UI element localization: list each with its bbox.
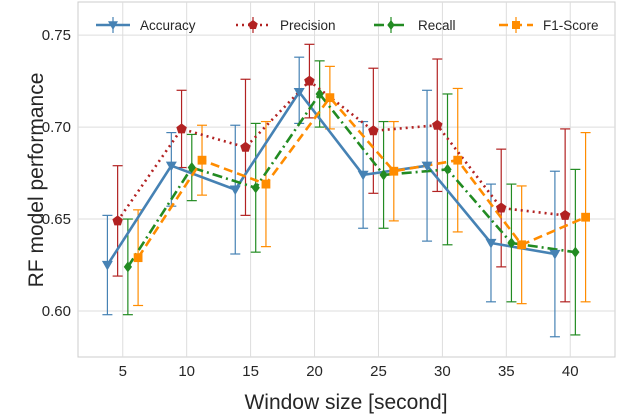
x-tick-label: 35 <box>498 363 515 380</box>
recall-point <box>443 163 452 175</box>
x-tick-label: 40 <box>562 363 579 380</box>
accuracy-point <box>549 249 561 260</box>
series-lines <box>106 79 587 268</box>
grid <box>78 2 615 357</box>
y-tick-label: 0.75 <box>42 27 71 44</box>
x-tick-label: 10 <box>178 363 195 380</box>
y-tick-label: 0.60 <box>42 303 71 320</box>
accuracy-point <box>485 238 497 249</box>
accuracy-point <box>165 161 177 172</box>
y-tick-label: 0.65 <box>42 211 71 228</box>
precision-point <box>559 209 571 220</box>
f1-score-point <box>581 212 590 222</box>
x-tick-label: 30 <box>434 363 451 380</box>
legend-marker-precision <box>248 20 258 30</box>
f1-score-point <box>261 179 271 189</box>
precision-point <box>368 125 379 136</box>
precision-point <box>240 141 251 152</box>
f1-score-point <box>453 155 463 165</box>
legend-marker-f1-score <box>512 21 520 29</box>
f1-score-point <box>517 240 527 250</box>
legend-label: F1-Score <box>543 18 599 33</box>
precision-point <box>495 202 507 213</box>
legend-item-accuracy: Accuracy <box>96 17 196 33</box>
legend-item-f1-score: F1-Score <box>499 17 599 33</box>
f1-score-point <box>197 155 207 165</box>
precision-point <box>304 75 315 86</box>
plot-area <box>77 1 616 358</box>
recall-line <box>126 92 576 268</box>
x-tick-label: 5 <box>119 363 127 380</box>
legend: Accuracy Precision Recall F1-Score <box>96 17 599 33</box>
precision-point <box>112 215 123 226</box>
legend-label: Precision <box>280 18 336 33</box>
recall-point <box>571 246 580 258</box>
accuracy-line <box>106 90 556 266</box>
accuracy-point <box>421 161 433 172</box>
legend-label: Accuracy <box>140 18 196 33</box>
legend-marker-recall <box>387 20 395 30</box>
legend-item-precision: Precision <box>236 17 336 33</box>
f1-score-point <box>133 253 143 263</box>
accuracy-point <box>229 185 241 196</box>
recall-point <box>187 162 196 174</box>
x-tick-label: 15 <box>242 363 259 380</box>
recall-point <box>379 169 388 181</box>
x-tick-label: 20 <box>306 363 323 380</box>
y-tick-label: 0.70 <box>42 119 71 136</box>
accuracy-point <box>293 88 305 98</box>
recall-point <box>123 261 132 273</box>
precision-point <box>432 119 443 130</box>
x-axis-title: Window size [second] <box>244 391 447 414</box>
accuracy-point <box>101 260 113 271</box>
legend-marker-accuracy <box>108 21 118 30</box>
f1-score-point <box>325 93 335 103</box>
recall-point <box>251 182 260 194</box>
f1-score-point <box>389 166 399 176</box>
x-tick-label: 25 <box>370 363 387 380</box>
recall-point <box>507 237 516 249</box>
recall-point <box>315 88 324 100</box>
tick-labels: 5 10 15 20 25 30 35 40 0.60 0.65 0.70 0.75 <box>42 27 579 380</box>
y-axis-title: RF model performance <box>25 73 48 288</box>
legend-item-recall: Recall <box>374 17 456 33</box>
precision-point <box>176 123 187 134</box>
accuracy-point <box>357 170 369 181</box>
f1-score-line <box>137 96 587 259</box>
legend-label: Recall <box>418 18 456 33</box>
series-markers <box>101 75 590 273</box>
